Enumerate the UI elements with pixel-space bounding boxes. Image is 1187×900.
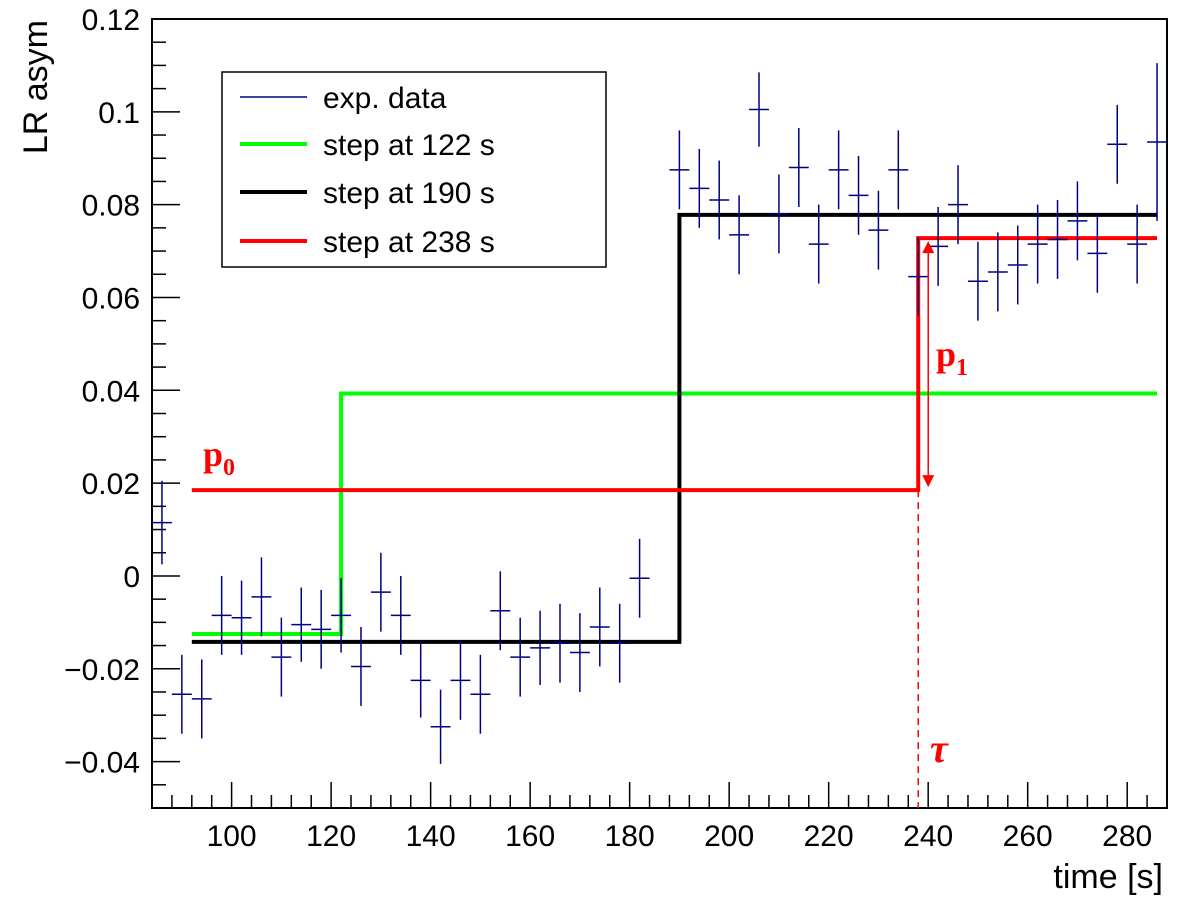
legend-item-step-122: step at 122 s xyxy=(240,129,495,162)
legend-label-step-190: step at 190 s xyxy=(323,177,495,210)
data-point xyxy=(331,578,352,653)
data-point xyxy=(1087,213,1108,293)
x-tick-label: 220 xyxy=(804,820,854,853)
data-point xyxy=(669,130,690,210)
data-point xyxy=(808,204,829,284)
y-tick-label: 0.02 xyxy=(82,468,140,501)
data-point xyxy=(828,130,849,210)
step-fit-line xyxy=(191,236,1158,493)
step-fit-line xyxy=(191,212,1158,644)
tau-label: τ xyxy=(930,726,949,771)
data-point xyxy=(370,552,391,632)
data-point xyxy=(1027,204,1048,284)
y-tick-label: −0.04 xyxy=(64,747,140,780)
p1-arrow-head-up xyxy=(922,241,935,254)
data-point xyxy=(351,626,371,706)
data-point xyxy=(490,571,511,651)
y-tick-label: 0 xyxy=(123,561,140,594)
y-tick-label: −0.02 xyxy=(64,654,140,687)
x-tick-label: 140 xyxy=(406,820,456,853)
data-point xyxy=(967,241,988,321)
x-axis-ticks: 100 120 140 160 180 200 220 240 260 280 xyxy=(151,782,1168,853)
y-tick-label: 0.12 xyxy=(82,4,140,37)
data-point xyxy=(450,640,471,720)
data-point xyxy=(987,232,1008,312)
data-point xyxy=(410,643,431,718)
data-point xyxy=(629,538,650,618)
p0-label: p0 xyxy=(203,434,235,481)
legend-label-step-122: step at 122 s xyxy=(323,129,495,162)
data-point xyxy=(271,617,292,697)
y-axis-label: LR asym xyxy=(17,20,55,154)
data-point xyxy=(948,165,968,245)
data-point xyxy=(171,654,192,734)
data-point xyxy=(569,613,590,692)
legend-item-step-190: step at 190 s xyxy=(240,177,495,210)
data-point xyxy=(430,689,451,764)
y-axis-ticks: −0.04 −0.02 0 0.02 0.04 0.06 0.08 0.1 0.12 xyxy=(64,4,180,809)
legend-label-exp-data: exp. data xyxy=(323,82,447,115)
p1-label: p1 xyxy=(936,334,968,381)
data-point xyxy=(191,659,212,739)
data-point xyxy=(1107,104,1128,184)
x-tick-label: 200 xyxy=(704,820,754,853)
data-point xyxy=(729,195,750,275)
data-point xyxy=(589,587,610,667)
data-point xyxy=(609,603,630,683)
data-point xyxy=(1047,200,1068,279)
data-point xyxy=(550,603,570,683)
data-point xyxy=(510,617,531,697)
data-point xyxy=(1007,225,1028,305)
legend-box xyxy=(221,71,607,268)
data-point xyxy=(231,580,252,655)
step-fit-line xyxy=(191,391,1158,636)
legend: exp. data step at 122 s step at 190 s st… xyxy=(221,71,607,268)
data-points xyxy=(152,63,1167,764)
x-tick-label: 180 xyxy=(605,820,655,853)
y-tick-label: 0.08 xyxy=(82,190,140,223)
x-tick-label: 280 xyxy=(1102,820,1152,853)
data-point xyxy=(848,155,869,235)
data-point xyxy=(788,128,809,207)
x-tick-label: 100 xyxy=(207,820,257,853)
data-point xyxy=(868,190,889,270)
legend-item-step-238: step at 238 s xyxy=(240,226,495,259)
legend-item-exp-data: exp. data xyxy=(240,82,447,115)
data-point xyxy=(689,148,710,228)
data-point xyxy=(1147,63,1167,221)
data-point xyxy=(1127,204,1148,284)
y-tick-label: 0.06 xyxy=(82,282,140,315)
x-tick-label: 240 xyxy=(903,820,953,853)
data-point xyxy=(251,557,272,637)
data-point xyxy=(530,610,551,686)
data-point xyxy=(1067,181,1088,261)
data-point xyxy=(768,174,789,254)
data-point xyxy=(390,575,411,655)
y-tick-label: 0.1 xyxy=(98,97,140,130)
data-point xyxy=(211,575,232,655)
x-axis-label: time [s] xyxy=(1053,858,1163,896)
p1-arrow-head-down xyxy=(922,475,935,488)
data-point xyxy=(749,72,769,147)
data-point xyxy=(291,587,312,662)
step-fit-lines xyxy=(191,212,1158,644)
annotations: p0 p1 τ xyxy=(203,241,968,808)
legend-label-step-238: step at 238 s xyxy=(323,226,495,259)
data-point xyxy=(470,654,491,734)
data-point xyxy=(908,237,929,317)
data-point xyxy=(152,480,172,565)
data-point xyxy=(888,130,909,210)
x-tick-label: 160 xyxy=(505,820,555,853)
data-point xyxy=(928,206,949,286)
x-tick-label: 120 xyxy=(306,820,356,853)
x-tick-label: 260 xyxy=(1003,820,1053,853)
data-point xyxy=(709,160,730,240)
data-point xyxy=(311,589,332,669)
y-tick-label: 0.04 xyxy=(82,375,140,408)
